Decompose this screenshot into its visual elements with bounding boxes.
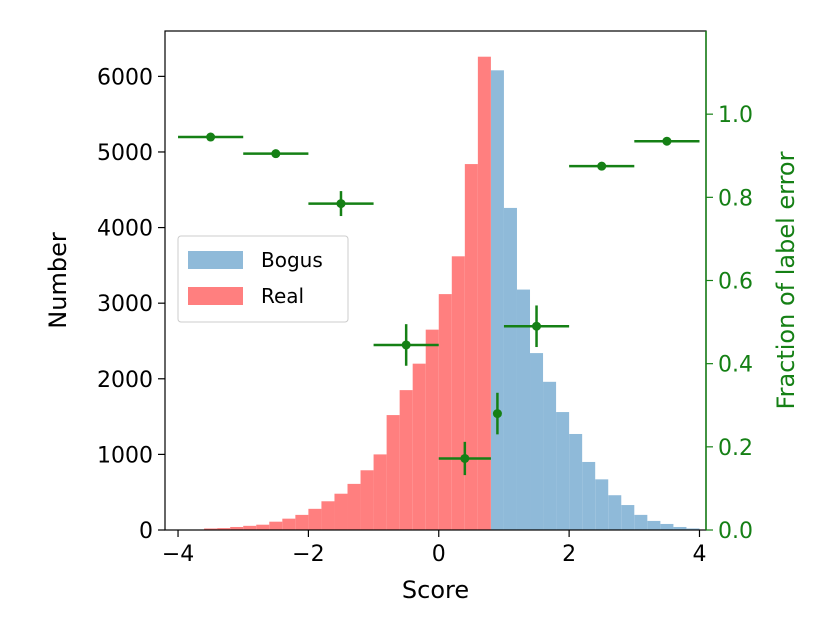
error-marker (206, 132, 216, 142)
bar-bogus (543, 381, 557, 530)
error-point (569, 161, 635, 171)
bar-bogus (595, 479, 609, 530)
y2-tick-label: 0.4 (718, 353, 753, 378)
y2-tick-label: 0.6 (718, 270, 753, 295)
bar-bogus (647, 520, 661, 530)
bar-bogus (660, 523, 674, 530)
x-tick-label: 0 (432, 542, 446, 567)
error-point (492, 392, 502, 435)
bar-real (412, 363, 426, 530)
legend-label-real: Real (261, 284, 304, 308)
y-tick-label: 2000 (97, 368, 153, 393)
bar-bogus (673, 526, 687, 530)
bar-real (425, 329, 439, 530)
y-tick-label: 1000 (97, 443, 153, 468)
error-point (373, 324, 439, 366)
bar-bogus (686, 528, 700, 530)
error-point (308, 191, 374, 217)
bars-layer (204, 56, 700, 531)
error-marker (336, 199, 346, 209)
legend: Bogus Real (177, 235, 349, 323)
error-marker (271, 149, 281, 159)
bar-bogus (634, 514, 648, 530)
y2-tick-label: 1.0 (718, 103, 753, 128)
error-marker (662, 136, 672, 146)
bar-real (295, 514, 309, 530)
bar-real (399, 390, 413, 530)
error-point (178, 132, 244, 142)
error-point (438, 441, 491, 476)
bar-bogus (608, 495, 622, 530)
bar-real (347, 483, 361, 530)
y2-tick-label: 0.0 (718, 519, 753, 544)
bar-real (243, 525, 257, 530)
bar-bogus (569, 433, 583, 530)
error-marker (597, 161, 607, 171)
bar-real (464, 164, 478, 531)
error-marker (460, 453, 470, 463)
bar-real (321, 501, 335, 530)
x-tick-label: 4 (692, 542, 706, 567)
bar-bogus (530, 353, 544, 530)
legend-label-bogus: Bogus (261, 248, 323, 272)
x-tick-label: −4 (162, 542, 194, 567)
y-tick-label: 6000 (97, 65, 153, 90)
legend-swatch-real (188, 287, 243, 305)
bar-bogus (556, 412, 570, 530)
y2-tick-label: 0.2 (718, 436, 753, 461)
bar-real (386, 415, 400, 530)
y-tick-label: 0 (139, 519, 153, 544)
x-tick-label: 2 (562, 542, 576, 567)
y-axis-title: Number (44, 232, 72, 329)
bar-bogus (621, 505, 635, 530)
y-tick-label: 3000 (97, 292, 153, 317)
y2-tick-label: 0.8 (718, 186, 753, 211)
error-marker (492, 409, 502, 419)
bar-real (308, 508, 322, 530)
bar-real (360, 470, 374, 530)
bar-bogus (503, 207, 517, 530)
error-point (503, 305, 570, 348)
bar-bogus (582, 461, 596, 530)
bar-bogus (516, 289, 531, 530)
bar-real (269, 521, 283, 530)
y-tick-label: 5000 (97, 141, 153, 166)
bar-real (334, 493, 348, 530)
legend-swatch-bogus (188, 251, 243, 269)
bar-bogus (490, 70, 504, 530)
y-axis-right: 0.0 0.2 0.4 0.6 0.8 1.0 (705, 31, 753, 544)
bar-real (204, 528, 218, 530)
error-marker (532, 321, 542, 331)
x-axis-title: Score (402, 576, 469, 604)
y2-axis-title: Fraction of label error (772, 151, 800, 409)
x-tick-label: −2 (292, 542, 324, 567)
bar-real (438, 294, 452, 530)
bar-real (282, 518, 296, 530)
error-marker (401, 340, 411, 350)
error-point (243, 149, 309, 159)
x-axis: −4 −2 0 2 4 (162, 530, 706, 567)
bar-real (477, 56, 491, 531)
bar-real (230, 526, 244, 530)
error-point (634, 136, 700, 146)
bar-real (256, 524, 270, 530)
error-bars-layer (178, 132, 700, 476)
bar-real (373, 454, 387, 530)
bar-real (451, 256, 465, 530)
bar-real (217, 528, 231, 530)
y-tick-label: 4000 (97, 217, 153, 242)
y-axis-left: 0 1000 2000 3000 4000 5000 6000 (97, 65, 165, 544)
